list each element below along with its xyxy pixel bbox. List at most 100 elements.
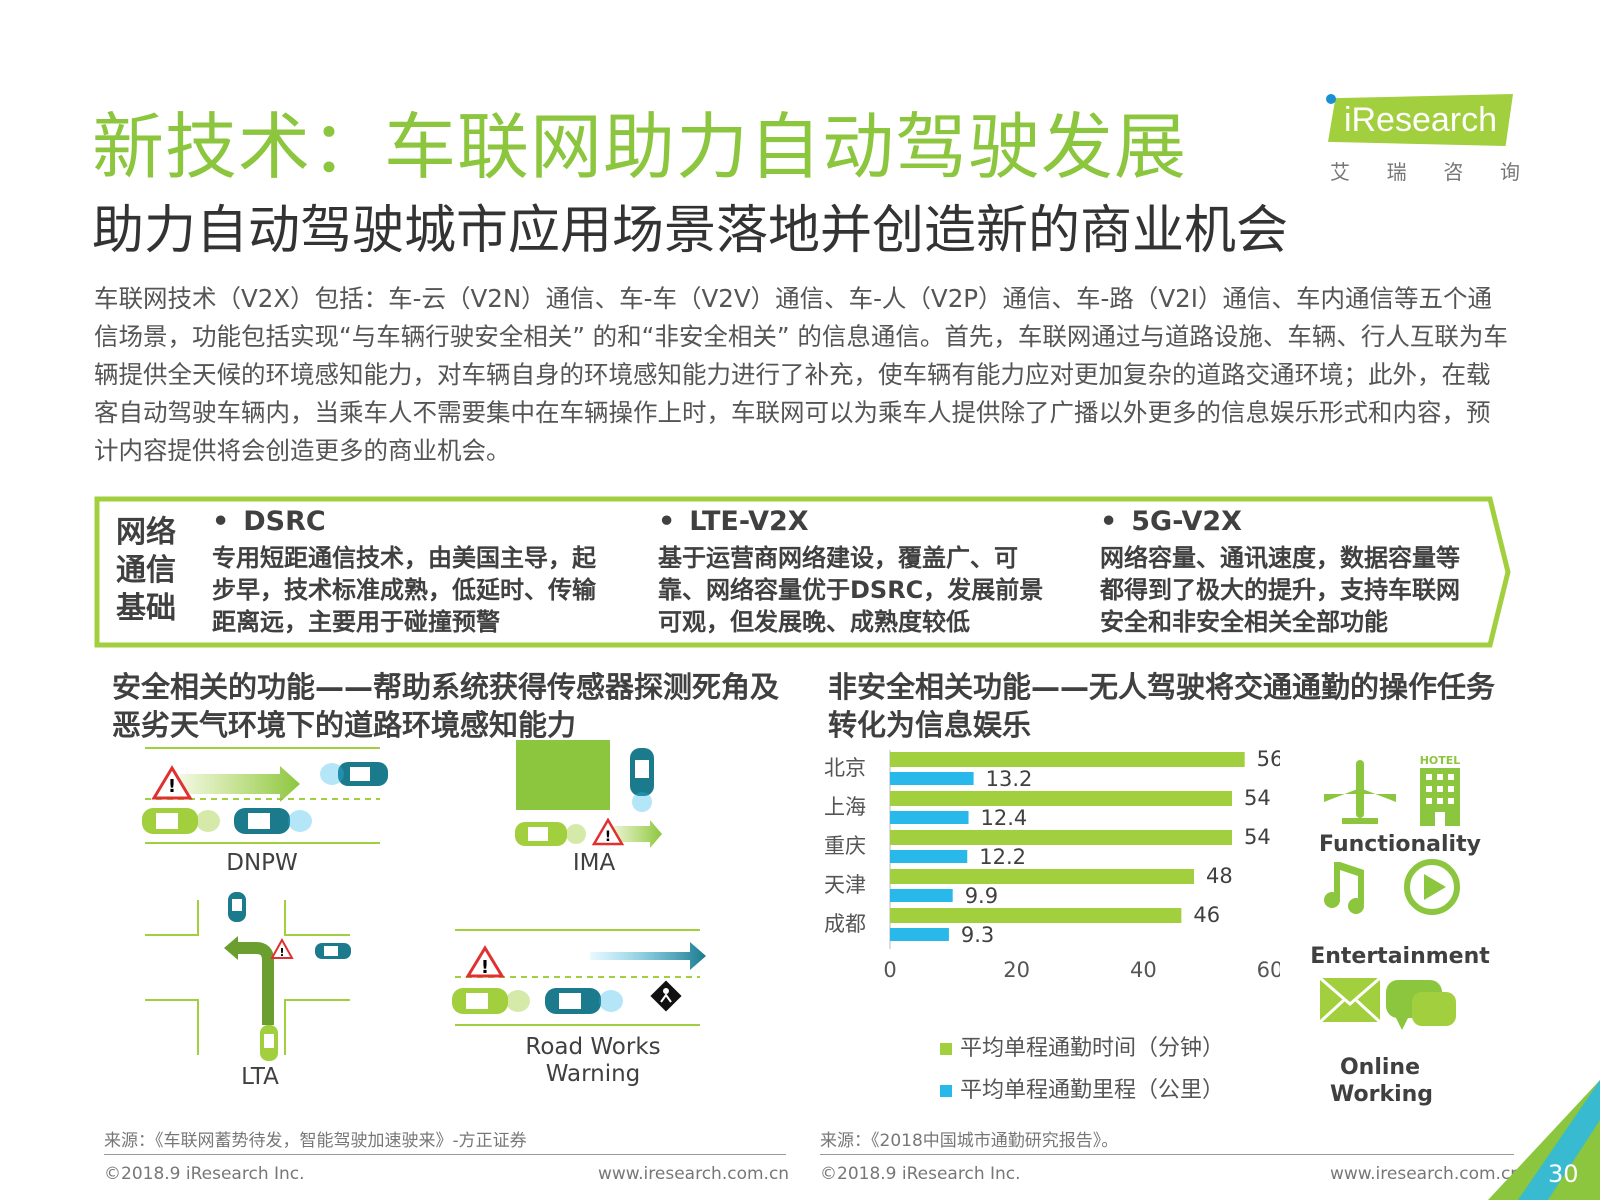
safety-section-title: 安全相关的功能——帮助系统获得传感器探测死角及恶劣天气环境下的道路环境感知能力	[112, 670, 780, 742]
tech-desc: 专用短距通信技术，由美国主导，起步早，技术标准成熟，低延时、传输距离远，主要用于…	[212, 544, 596, 636]
feature-icons: HOTEL	[1320, 754, 1461, 1030]
tech-label: 网络通信基础	[116, 515, 176, 626]
footer-url-left: www.iresearch.com.cn	[598, 1164, 790, 1184]
category-label: 上海	[824, 795, 866, 819]
iresearch-logo: iResearch 艾 瑞 咨 询	[1320, 86, 1520, 186]
scene-label-dnpw: DNPW	[226, 850, 298, 876]
legend-item-time: 平均单程通勤时间（分钟）	[940, 1030, 1224, 1062]
warning-icon: !	[151, 765, 193, 800]
footer-copyright-right: ©2018.9 iResearch Inc.	[820, 1164, 1021, 1184]
car-icon	[515, 822, 586, 846]
logo-char: 咨	[1443, 160, 1464, 184]
music-note-icon	[1324, 862, 1364, 914]
legend-swatch-blue	[940, 1085, 952, 1097]
tech-desc: 网络容量、通讯速度，数据容量等都得到了极大的提升，支持车联网安全和非安全相关全部…	[1100, 544, 1460, 636]
bar-time	[890, 830, 1232, 845]
email-icon	[1320, 976, 1382, 1024]
data-label: 46	[1193, 903, 1220, 927]
data-label: 12.4	[981, 806, 1028, 830]
warning-icon: !	[465, 945, 505, 978]
data-label: 12.2	[979, 845, 1026, 869]
page-number: 30	[1548, 1160, 1579, 1188]
tech-box-frame	[94, 496, 1511, 648]
logo-brand: iResearch	[1328, 94, 1513, 146]
legend-label: 平均单程通勤里程（公里）	[960, 1078, 1225, 1103]
x-tick-label: 20	[1003, 958, 1030, 982]
data-label: 13.2	[986, 767, 1033, 791]
page-subtitle: 助力自动驾驶城市应用场景落地并创造新的商业机会	[92, 201, 1289, 261]
logo-dot-icon	[1326, 94, 1336, 104]
data-label: 54	[1244, 786, 1271, 810]
footer-divider-right	[820, 1154, 1514, 1155]
bar-time	[890, 791, 1232, 806]
car-icon	[260, 1025, 278, 1061]
bar-time	[890, 908, 1182, 923]
legend-label: 平均单程通勤时间（分钟）	[960, 1036, 1225, 1061]
bullet-icon: •	[1100, 506, 1118, 537]
svg-text:!: !	[481, 957, 489, 978]
x-tick-label: 40	[1130, 958, 1157, 982]
warning-icon: !	[591, 817, 625, 846]
svg-text:!: !	[168, 776, 176, 797]
svg-text:!: !	[279, 946, 284, 959]
logo-char: 询	[1499, 160, 1520, 184]
data-label: 9.9	[965, 884, 998, 908]
nonsafety-section-title: 非安全相关功能——无人驾驶将交通通勤的操作任务转化为信息娱乐	[828, 670, 1496, 742]
svg-text:!: !	[605, 829, 611, 845]
data-label: 56	[1257, 750, 1280, 771]
footer-url-right: www.iresearch.com.cn	[1330, 1164, 1522, 1184]
category-label: 重庆	[824, 834, 866, 858]
feature-entertainment: Entertainment	[1310, 944, 1490, 969]
legend-swatch-green	[940, 1043, 952, 1055]
category-label: 北京	[824, 756, 866, 780]
network-tech-box: 网络通信基础 • DSRC 专用短距通信技术，由美国主导，起步早，技术标准成熟，低…	[94, 496, 1512, 648]
legend-item-distance: 平均单程通勤里程（公里）	[940, 1072, 1224, 1104]
scene-label-road-works: Road Works Warning	[525, 1034, 661, 1087]
category-label: 天津	[824, 873, 866, 897]
footer-divider-left	[104, 1154, 786, 1155]
play-button-icon	[1404, 859, 1460, 915]
safety-scenes: ! !	[142, 740, 706, 1061]
source-left: 来源：《车联网蓄势待发，智能驾驶加速驶来》-方正证券	[104, 1131, 527, 1151]
ima-scene: !	[515, 740, 662, 848]
bar-time	[890, 869, 1194, 884]
car-icon	[320, 762, 388, 786]
logo-char: 瑞	[1386, 160, 1407, 184]
page-title: 新技术：车联网助力自动驾驶发展	[92, 105, 1188, 189]
car-icon	[234, 808, 312, 834]
car-icon	[630, 748, 654, 812]
data-label: 48	[1206, 864, 1233, 888]
lta-scene: !	[145, 892, 351, 1061]
road-works-scene: !	[452, 929, 706, 1026]
source-right: 来源：《2018中国城市通勤研究报告》。	[820, 1131, 1119, 1151]
scene-label-ima: IMA	[572, 850, 616, 876]
car-icon	[545, 988, 623, 1014]
hotel-sign: HOTEL	[1420, 754, 1461, 767]
footer-copyright-left: ©2018.9 iResearch Inc.	[104, 1164, 305, 1184]
logo-char: 艾	[1330, 160, 1350, 184]
data-label: 9.3	[961, 923, 994, 947]
bullet-icon: •	[658, 506, 676, 537]
tech-5g-v2x: • 5G-V2X 网络容量、通讯速度，数据容量等都得到了极大的提升，支持车联网安全…	[1100, 506, 1520, 638]
x-tick-label: 0	[883, 958, 896, 982]
dnpw-scene: !	[142, 747, 388, 844]
tech-desc: 基于运营商网络建设，覆盖广、可靠、网络容量优于DSRC，发展前景可观，但发展晚、…	[658, 544, 1044, 636]
category-label: 成都	[824, 912, 866, 936]
car-icon	[228, 892, 246, 922]
bar-time	[890, 752, 1245, 767]
bar-distance	[890, 850, 968, 863]
x-tick-label: 60	[1257, 958, 1280, 982]
tech-lte-v2x: • LTE-V2X 基于运营商网络建设，覆盖广、可靠、网络容量优于DSRC，发展前…	[658, 506, 1078, 638]
car-icon	[452, 988, 530, 1014]
tech-name: LTE-V2X	[689, 506, 809, 537]
car-icon	[142, 808, 220, 834]
tech-name: 5G-V2X	[1131, 506, 1242, 537]
intro-paragraph: 车联网技术（V2X）包括：车-云（V2N）通信、车-车（V2V）通信、车-人（V…	[94, 284, 1508, 465]
warning-icon: !	[270, 937, 294, 959]
logo-chinese: 艾 瑞 咨 询	[1330, 156, 1520, 185]
bullet-icon: •	[212, 506, 230, 537]
data-label: 54	[1244, 825, 1271, 849]
hotel-icon: HOTEL	[1420, 754, 1461, 826]
car-icon	[315, 943, 351, 959]
commute-bar-chart: 北京 56 13.2 上海 54 12.4 重庆 54 12.2 天津 48 9.9 成都 46 9.3 0 2…	[824, 750, 1280, 982]
